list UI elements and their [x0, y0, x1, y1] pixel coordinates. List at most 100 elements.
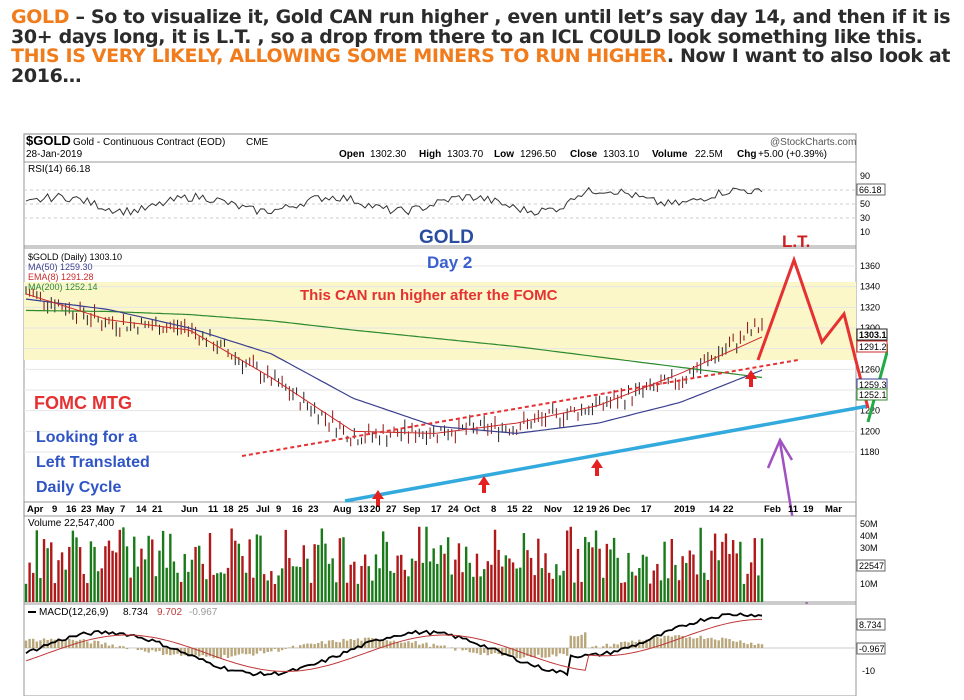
macd-hist-bar [440, 646, 442, 648]
volume-bar [263, 574, 265, 602]
volume-bar [736, 553, 738, 602]
x-tick-label: 23 [308, 504, 319, 515]
rsi-label: RSI(14) 66.18 [28, 164, 91, 175]
volume-bar [483, 569, 485, 602]
macd-hist-bar [671, 637, 673, 648]
volume-bar [472, 577, 474, 602]
macd-hist-bar [429, 647, 431, 648]
macd-hist-bar [205, 648, 207, 657]
macd-hist-bar [353, 640, 355, 648]
volume-bar [259, 536, 261, 602]
price-tick: 1260 [860, 364, 880, 374]
macd-hist-bar [281, 648, 283, 650]
volume-bar [328, 564, 330, 602]
rsi-tick: 90 [860, 171, 870, 181]
header-date: 28-Jan-2019 [26, 149, 83, 160]
macd-hist-bar [479, 648, 481, 655]
macd-hist-bar [212, 648, 214, 658]
volume-bar [526, 550, 528, 602]
rsi-tick: 30 [860, 213, 870, 223]
legend-ema8: EMA(8) 1291.28 [28, 272, 94, 282]
macd-hist-bar [115, 647, 117, 648]
macd-hist-bar [97, 641, 99, 648]
volume-bar [609, 549, 611, 602]
macd-hist-bar [83, 639, 85, 648]
volume-bar [396, 556, 398, 602]
volume-bar [663, 542, 665, 602]
macd-hist-bar [263, 648, 265, 653]
volume-bar [234, 541, 236, 602]
annotation-fomc-mtg: FOMC MTG [34, 393, 132, 413]
volume-bar [479, 576, 481, 602]
x-tick-label: 18 [223, 504, 234, 515]
volume-bar [613, 538, 615, 602]
macd-hist-bar [544, 648, 546, 658]
macd-hist-bar [534, 648, 536, 658]
volume-bar [389, 571, 391, 602]
macd-hist-bar [570, 636, 572, 648]
macd-hist-bar [678, 635, 680, 648]
volume-bar [602, 578, 604, 602]
price-tick: 1200 [860, 426, 880, 436]
volume-bar [357, 584, 359, 602]
macd-tag-2: -0.967 [859, 644, 885, 654]
macd-hist-bar [126, 648, 128, 649]
macd-hist-bar [591, 647, 593, 648]
volume-bar [140, 549, 142, 602]
volume-bar [465, 547, 467, 602]
volume-tag: 22547 [859, 561, 884, 571]
volume-bar [292, 566, 294, 602]
macd-hist-bar [443, 645, 445, 648]
volume-bar [649, 584, 651, 602]
macd-hist-bar [378, 640, 380, 648]
x-tick-label: 27 [386, 504, 397, 515]
macd-panel: MACD(12,26,9) 8.734 9.702 -0.967 8.734 -… [24, 604, 885, 696]
volume-bar [707, 580, 709, 602]
macd-hist-bar [573, 636, 575, 648]
volume-bar [501, 567, 503, 602]
macd-hist-bar [562, 648, 564, 654]
macd-hist-bar [422, 644, 424, 648]
volume-bar [169, 534, 171, 602]
x-tick-label: 14 [136, 504, 147, 515]
macd-hist-bar [515, 648, 517, 658]
macd-hist-bar [519, 648, 521, 659]
volume-bar [746, 574, 748, 602]
x-tick-label: 23 [81, 504, 92, 515]
macd-hist-bar [541, 648, 543, 658]
volume-bar [710, 551, 712, 602]
volume-bar [728, 554, 730, 602]
x-tick-label: 9 [276, 504, 281, 515]
macd-hist-bar [241, 648, 243, 654]
macd-hist-bar [469, 648, 471, 652]
macd-hist-bar [757, 644, 759, 648]
volume-bar [696, 574, 698, 602]
volume-bar [584, 537, 586, 602]
legend-ma200: MA(200) 1252.14 [28, 282, 98, 292]
volume-bar [757, 575, 759, 602]
macd-hist-bar [137, 648, 139, 650]
stockcharts-chart: $GOLD Gold - Continuous Contract (EOD) C… [10, 128, 888, 696]
macd-hist-bar [28, 639, 30, 648]
annotation-looking-1: Looking for a [36, 429, 137, 446]
header-name: Gold - Continuous Contract (EOD) [73, 137, 225, 148]
macd-hist-bar [407, 641, 409, 648]
volume-bar [714, 534, 716, 602]
macd-hist-bar [609, 647, 611, 648]
macd-hist-bar [155, 648, 157, 652]
macd-hist-bar [238, 648, 240, 655]
macd-hist-bar [483, 648, 485, 653]
volume-bar [635, 576, 637, 602]
volume-bar [166, 568, 168, 602]
volume-bar [202, 564, 204, 602]
macd-hist-bar [725, 638, 727, 648]
volume-bar [368, 566, 370, 602]
macd-value: 8.734 [123, 607, 148, 618]
x-tick-label: Apr [27, 504, 44, 515]
x-tick-label: 19 [586, 504, 597, 515]
macd-hist-bar [606, 644, 608, 648]
volume-bar [227, 568, 229, 602]
macd-hist-bar [451, 647, 453, 648]
macd-hist-bar [739, 640, 741, 648]
macd-hist-bar [86, 641, 88, 648]
